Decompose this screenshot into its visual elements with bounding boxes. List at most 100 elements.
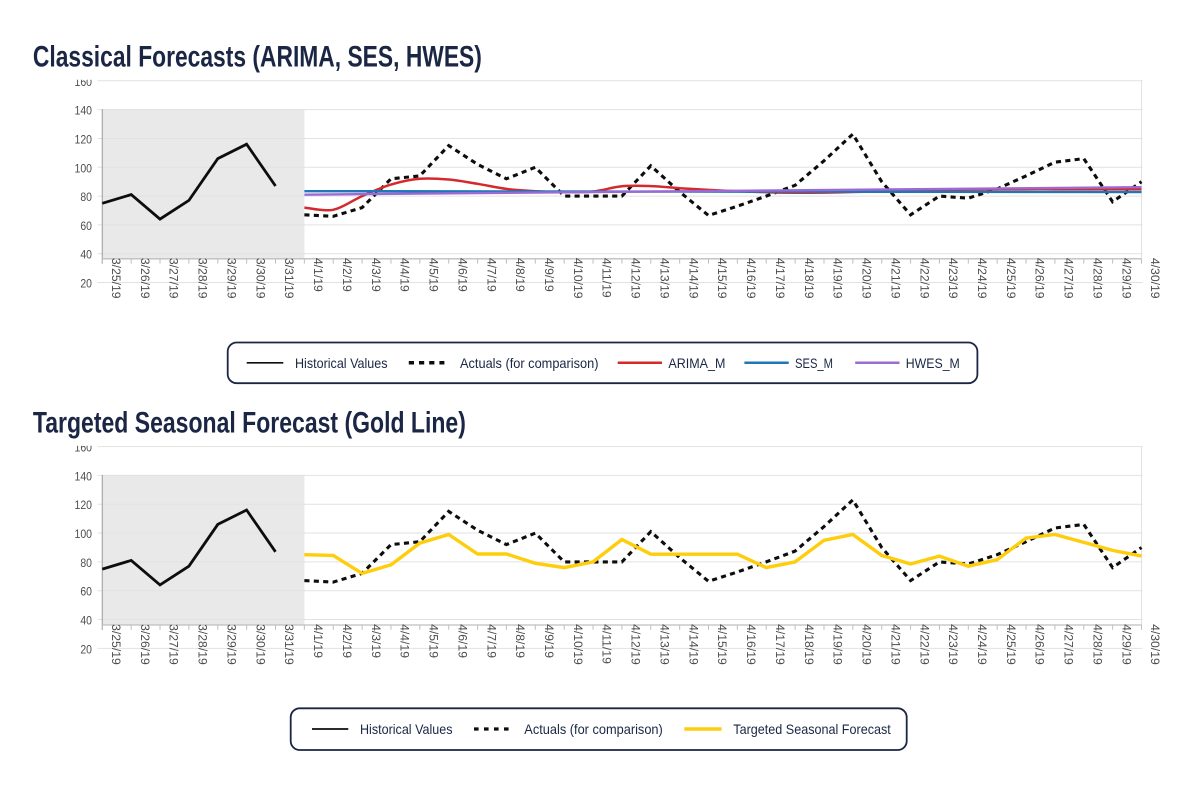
svg-text:4/5/19: 4/5/19 xyxy=(427,624,441,658)
svg-text:4/18/19: 4/18/19 xyxy=(802,258,816,299)
svg-text:140: 140 xyxy=(75,104,93,118)
svg-text:4/10/19: 4/10/19 xyxy=(571,258,585,299)
svg-text:Historical Values: Historical Values xyxy=(295,355,388,371)
svg-text:4/3/19: 4/3/19 xyxy=(369,624,383,658)
svg-text:4/1/19: 4/1/19 xyxy=(311,258,325,292)
svg-text:4/9/19: 4/9/19 xyxy=(542,624,556,658)
svg-text:4/15/19: 4/15/19 xyxy=(715,624,729,665)
svg-text:4/25/19: 4/25/19 xyxy=(1004,624,1018,665)
svg-text:100: 100 xyxy=(75,161,93,175)
svg-text:4/21/19: 4/21/19 xyxy=(888,258,902,299)
svg-text:4/17/19: 4/17/19 xyxy=(773,624,787,665)
svg-text:4/11/19: 4/11/19 xyxy=(600,624,614,664)
svg-text:4/7/19: 4/7/19 xyxy=(484,624,498,658)
svg-text:4/27/19: 4/27/19 xyxy=(1062,258,1076,299)
svg-text:4/10/19: 4/10/19 xyxy=(571,624,585,665)
svg-text:160: 160 xyxy=(75,441,93,455)
svg-text:4/24/19: 4/24/19 xyxy=(975,258,989,299)
svg-text:4/9/19: 4/9/19 xyxy=(542,258,556,292)
svg-text:4/24/19: 4/24/19 xyxy=(975,624,989,665)
svg-text:4/2/19: 4/2/19 xyxy=(340,258,354,292)
svg-text:3/26/19: 3/26/19 xyxy=(138,258,152,299)
svg-text:4/26/19: 4/26/19 xyxy=(1033,258,1047,299)
svg-text:4/12/19: 4/12/19 xyxy=(629,258,643,299)
svg-text:3/27/19: 3/27/19 xyxy=(167,258,181,299)
svg-text:4/21/19: 4/21/19 xyxy=(888,624,902,665)
svg-text:80: 80 xyxy=(80,556,92,570)
svg-text:4/4/19: 4/4/19 xyxy=(398,624,412,658)
svg-text:20: 20 xyxy=(80,642,92,656)
svg-text:4/6/19: 4/6/19 xyxy=(455,258,469,292)
svg-text:4/5/19: 4/5/19 xyxy=(427,258,441,292)
svg-text:4/17/19: 4/17/19 xyxy=(773,258,787,299)
svg-text:4/3/19: 4/3/19 xyxy=(369,258,383,292)
svg-text:3/27/19: 3/27/19 xyxy=(167,624,181,665)
svg-text:4/20/19: 4/20/19 xyxy=(860,258,874,299)
svg-text:Actuals (for comparison): Actuals (for comparison) xyxy=(524,721,663,737)
svg-text:3/28/19: 3/28/19 xyxy=(196,258,210,299)
svg-text:20: 20 xyxy=(80,277,92,291)
svg-text:60: 60 xyxy=(80,219,92,233)
svg-text:4/2/19: 4/2/19 xyxy=(340,624,354,658)
svg-text:4/6/19: 4/6/19 xyxy=(455,624,469,658)
svg-text:Targeted Seasonal Forecast: Targeted Seasonal Forecast xyxy=(733,721,891,737)
svg-text:160: 160 xyxy=(75,75,93,89)
svg-text:4/22/19: 4/22/19 xyxy=(917,624,931,665)
svg-text:ARIMA_M: ARIMA_M xyxy=(668,355,725,371)
svg-text:4/13/19: 4/13/19 xyxy=(658,624,672,665)
svg-text:4/7/19: 4/7/19 xyxy=(484,258,498,292)
svg-text:40: 40 xyxy=(80,614,92,628)
svg-text:4/26/19: 4/26/19 xyxy=(1033,624,1047,665)
svg-text:4/28/19: 4/28/19 xyxy=(1091,258,1105,299)
svg-text:Classical Forecasts (ARIMA, SE: Classical Forecasts (ARIMA, SES, HWES) xyxy=(33,41,482,74)
svg-text:4/28/19: 4/28/19 xyxy=(1091,624,1105,665)
svg-text:3/29/19: 3/29/19 xyxy=(225,624,239,665)
svg-text:4/29/19: 4/29/19 xyxy=(1119,624,1133,665)
svg-text:4/29/19: 4/29/19 xyxy=(1119,258,1133,299)
svg-text:4/11/19: 4/11/19 xyxy=(600,258,614,298)
svg-text:4/1/19: 4/1/19 xyxy=(311,624,325,658)
svg-text:3/28/19: 3/28/19 xyxy=(196,624,210,665)
svg-text:Historical Values: Historical Values xyxy=(360,721,453,737)
svg-text:4/15/19: 4/15/19 xyxy=(715,258,729,299)
svg-text:80: 80 xyxy=(80,190,92,204)
svg-text:4/19/19: 4/19/19 xyxy=(831,258,845,299)
svg-text:4/23/19: 4/23/19 xyxy=(946,624,960,665)
svg-text:4/8/19: 4/8/19 xyxy=(513,624,527,658)
svg-text:4/27/19: 4/27/19 xyxy=(1062,624,1076,665)
svg-text:4/22/19: 4/22/19 xyxy=(917,258,931,299)
svg-text:4/23/19: 4/23/19 xyxy=(946,258,960,299)
svg-text:4/20/19: 4/20/19 xyxy=(860,624,874,665)
svg-text:4/12/19: 4/12/19 xyxy=(629,624,643,665)
svg-text:120: 120 xyxy=(75,132,93,146)
svg-text:4/4/19: 4/4/19 xyxy=(398,258,412,292)
svg-text:40: 40 xyxy=(80,248,92,262)
svg-text:4/18/19: 4/18/19 xyxy=(802,624,816,665)
svg-text:Actuals (for comparison): Actuals (for comparison) xyxy=(460,355,599,371)
svg-text:3/30/19: 3/30/19 xyxy=(253,624,267,665)
svg-text:60: 60 xyxy=(80,585,92,599)
svg-text:120: 120 xyxy=(75,498,93,512)
svg-text:3/25/19: 3/25/19 xyxy=(109,258,123,299)
svg-text:4/16/19: 4/16/19 xyxy=(744,624,758,665)
svg-text:4/19/19: 4/19/19 xyxy=(831,624,845,665)
svg-text:100: 100 xyxy=(75,527,93,541)
svg-text:4/8/19: 4/8/19 xyxy=(513,258,527,292)
svg-text:3/31/19: 3/31/19 xyxy=(282,624,296,665)
svg-text:4/30/19: 4/30/19 xyxy=(1148,258,1162,299)
svg-text:4/25/19: 4/25/19 xyxy=(1004,258,1018,299)
svg-text:140: 140 xyxy=(75,469,93,483)
svg-text:4/16/19: 4/16/19 xyxy=(744,258,758,299)
svg-text:4/14/19: 4/14/19 xyxy=(686,624,700,665)
svg-text:SES_M: SES_M xyxy=(795,355,833,371)
svg-text:4/14/19: 4/14/19 xyxy=(686,258,700,299)
svg-text:4/13/19: 4/13/19 xyxy=(658,258,672,299)
svg-text:3/31/19: 3/31/19 xyxy=(282,258,296,299)
svg-text:3/26/19: 3/26/19 xyxy=(138,624,152,665)
svg-text:Targeted Seasonal Forecast (Go: Targeted Seasonal Forecast (Gold Line) xyxy=(33,407,466,440)
svg-text:3/29/19: 3/29/19 xyxy=(225,258,239,299)
svg-text:3/25/19: 3/25/19 xyxy=(109,624,123,665)
svg-text:HWES_M: HWES_M xyxy=(906,355,960,371)
svg-text:4/30/19: 4/30/19 xyxy=(1148,624,1162,665)
svg-text:3/30/19: 3/30/19 xyxy=(253,258,267,299)
